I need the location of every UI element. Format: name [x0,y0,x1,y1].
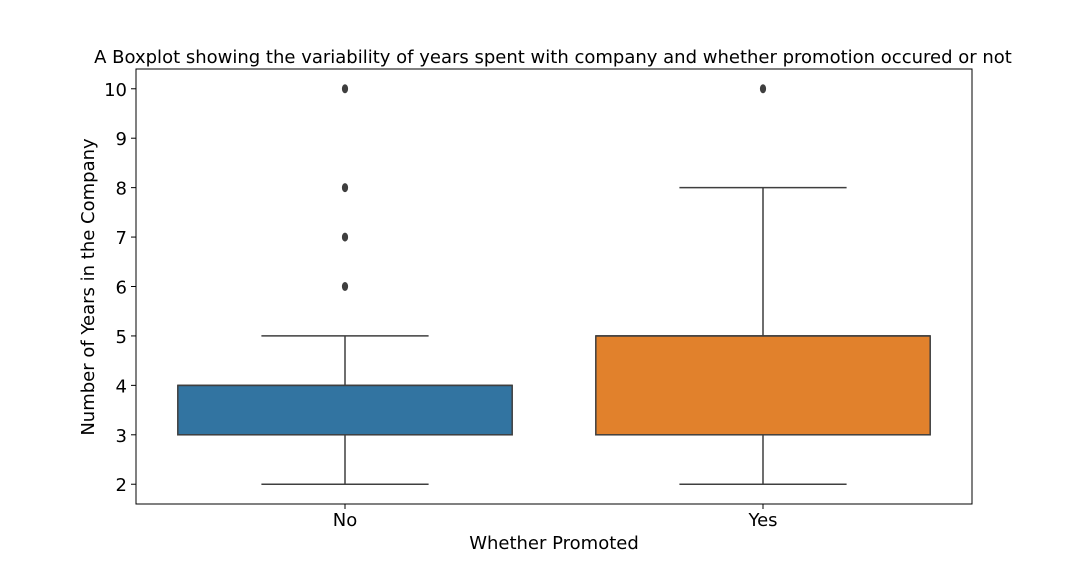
y-tick-label: 2 [116,475,127,496]
outlier-point [341,183,349,193]
box-no [177,84,513,485]
y-axis-label: Number of Years in the Company [78,138,99,436]
outlier-point [341,84,349,94]
iqr-box [177,384,513,436]
outlier-point [341,282,349,291]
x-tick-label: No [333,510,357,531]
y-tick-label: 9 [116,129,127,150]
x-axis-label: Whether Promoted [469,533,639,554]
y-tick-label: 3 [116,426,127,447]
outlier-point [759,84,767,94]
y-axis-ticks: 2 3 4 5 6 7 8 9 10 [104,80,136,496]
y-tick-label: 4 [116,376,127,397]
box-yes [595,84,931,485]
y-tick-label: 6 [116,278,127,299]
iqr-box [595,335,931,436]
x-tick-label: Yes [747,510,777,531]
y-tick-label: 10 [104,80,127,101]
plot-area [135,68,973,505]
chart-title: A Boxplot showing the variability of yea… [94,47,1012,68]
x-axis-ticks: No Yes [333,504,778,531]
y-tick-label: 5 [116,327,127,348]
boxes-group [177,84,931,485]
outlier-point [341,232,349,242]
y-tick-label: 7 [116,228,127,249]
y-tick-label: 8 [116,179,127,200]
